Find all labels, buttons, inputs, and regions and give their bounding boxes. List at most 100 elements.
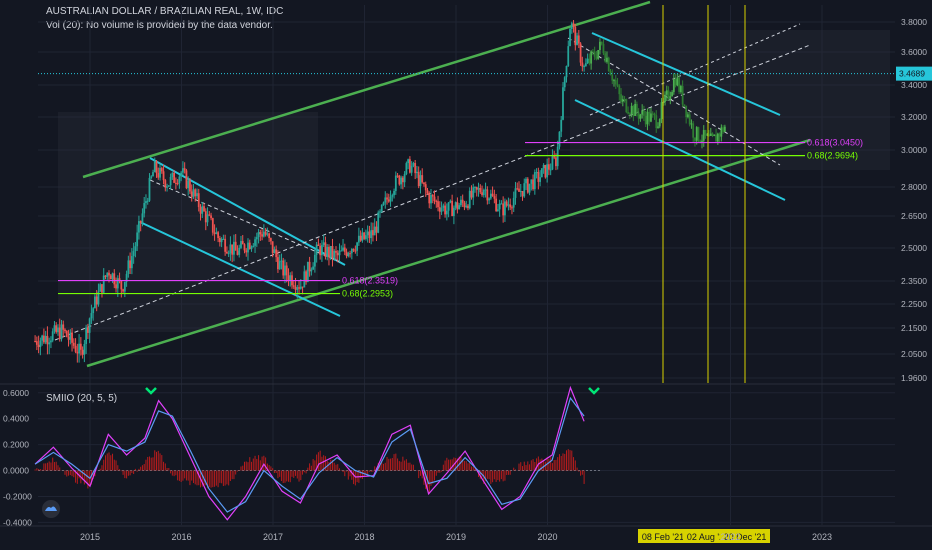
osc-tick-label: 0.0000	[3, 466, 29, 476]
osc-tick-label: -0.2000	[3, 491, 32, 501]
candle-body	[361, 232, 364, 241]
candle-body	[465, 205, 468, 208]
candle-body	[273, 249, 276, 254]
candle-body	[627, 112, 629, 114]
candle-body	[474, 187, 476, 189]
price-tick-label: 3.8000	[901, 17, 927, 27]
candle-body	[129, 260, 132, 269]
candle-body	[86, 327, 89, 333]
candle-body	[328, 246, 330, 258]
candle-body	[542, 164, 545, 169]
candle-body	[375, 226, 378, 233]
candle-body	[166, 186, 168, 188]
candle-body	[431, 194, 434, 197]
price-tick-label: 3.4000	[901, 80, 927, 90]
candle-body	[460, 199, 462, 206]
candle-body	[233, 241, 235, 255]
candle-body	[637, 112, 640, 119]
fib-level-label: 0.618(3.0450)	[807, 138, 863, 148]
candle-body	[85, 327, 88, 344]
candle-body	[718, 133, 721, 137]
candle-body	[467, 205, 469, 209]
candle-body	[679, 86, 682, 92]
candle-body	[546, 164, 549, 178]
candle-body	[183, 168, 186, 171]
candle-body	[442, 205, 445, 208]
candle-body	[234, 241, 237, 251]
candle-body	[139, 221, 142, 223]
candle-body	[174, 182, 177, 184]
candle-body	[530, 179, 533, 184]
osc-title: SMIIO (20, 5, 5)	[46, 393, 117, 404]
oscillator-layer: SMIIO (20, 5, 5)	[0, 383, 932, 523]
candle-body	[71, 332, 73, 343]
osc-tick-label: 0.2000	[3, 440, 29, 450]
candle-body	[644, 115, 647, 125]
candle-body	[130, 256, 133, 269]
candle-body	[243, 244, 246, 251]
candle-body	[152, 172, 154, 177]
candle-body	[548, 164, 550, 170]
candle-body	[285, 265, 288, 276]
candle-body	[338, 250, 341, 256]
candle-body	[321, 245, 323, 256]
price-tick-label: 2.5000	[901, 243, 927, 253]
candle-body	[643, 110, 645, 116]
candle-body	[153, 161, 156, 173]
time-marker-badge	[720, 529, 770, 543]
candle-body	[377, 212, 380, 233]
candle-body	[160, 168, 163, 172]
time-marker-label: 02 Aug '21	[687, 532, 729, 542]
candle-body	[479, 188, 482, 193]
candle-body	[308, 261, 311, 272]
time-tick-label: 2019	[446, 532, 466, 542]
candle-body	[101, 284, 103, 293]
candle-body	[282, 260, 285, 276]
candle-body	[625, 99, 628, 113]
descending-channel-lower-2	[574, 99, 786, 201]
candle-body	[206, 214, 209, 223]
candle-body	[701, 140, 703, 143]
candle-body	[48, 342, 51, 345]
candle-body	[488, 198, 490, 201]
candle-body	[669, 96, 672, 99]
candle-body	[370, 230, 373, 239]
candle-body	[178, 176, 181, 184]
candle-body	[706, 134, 709, 136]
osc-tick-label: 0.4000	[3, 414, 29, 424]
candle-body	[257, 232, 260, 238]
candle-body	[280, 260, 283, 262]
candle-body	[709, 133, 712, 136]
candle-body	[535, 172, 538, 174]
candle-body	[171, 172, 174, 177]
candle-body	[305, 271, 307, 283]
highlight-zone	[58, 112, 318, 332]
candle-body	[50, 340, 52, 343]
candle-body	[641, 110, 644, 115]
candle-body	[630, 105, 633, 114]
candle-body	[90, 313, 93, 319]
candle-body	[245, 250, 248, 253]
candle-body	[449, 200, 452, 203]
candle-body	[699, 140, 702, 143]
candle-body	[452, 207, 455, 217]
candle-body	[62, 324, 65, 330]
candle-body	[382, 202, 385, 205]
candle-body	[326, 246, 329, 257]
candle-body	[523, 183, 526, 197]
ascending-channel-lower	[86, 138, 811, 368]
candle-body	[292, 285, 295, 287]
candle-body	[600, 41, 603, 44]
candle-body	[401, 177, 404, 183]
candle-body	[229, 244, 232, 254]
candle-body	[169, 176, 172, 186]
candle-body	[417, 171, 420, 187]
candle-body	[616, 84, 619, 86]
candle-body	[299, 286, 302, 289]
candle-body	[651, 113, 654, 115]
candle-body	[472, 187, 475, 198]
candle-body	[41, 335, 44, 341]
